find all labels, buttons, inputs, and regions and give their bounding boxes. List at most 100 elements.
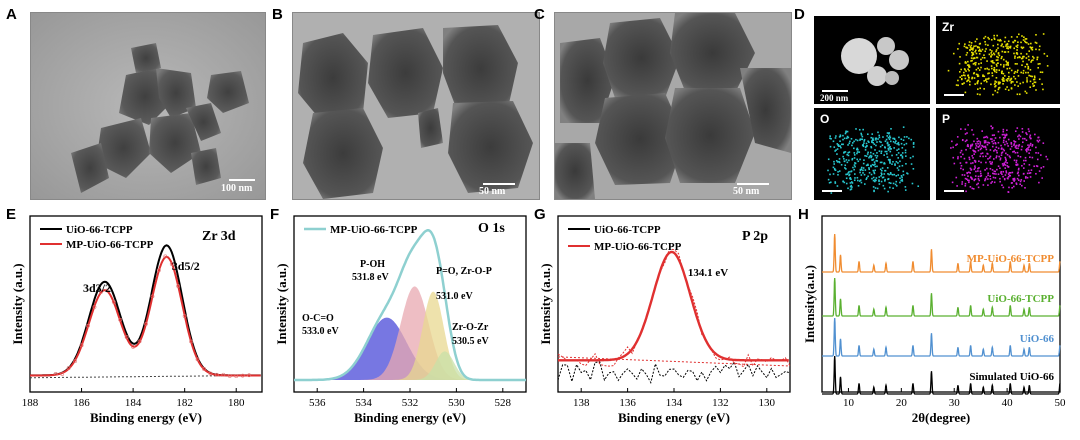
eds-dot bbox=[1023, 55, 1025, 58]
eds-dot bbox=[967, 124, 969, 126]
eds-dot bbox=[870, 145, 872, 148]
eds-dot bbox=[1028, 74, 1030, 77]
eds-dot bbox=[875, 137, 878, 140]
eds-dot bbox=[847, 187, 849, 190]
eds-dot bbox=[990, 65, 993, 67]
eds-dot bbox=[983, 88, 985, 90]
eds-dot bbox=[889, 146, 891, 148]
scale-bar-zr bbox=[944, 94, 964, 96]
x-tick-label: 134 bbox=[666, 397, 683, 409]
eds-dot bbox=[965, 178, 968, 180]
eds-dot bbox=[834, 150, 836, 152]
eds-dot bbox=[855, 138, 857, 141]
eds-dot bbox=[1002, 148, 1005, 151]
eds-dot bbox=[1010, 69, 1013, 72]
eds-dot bbox=[838, 158, 841, 160]
eds-dot bbox=[1009, 148, 1012, 150]
eds-dot bbox=[897, 148, 900, 150]
eds-dot bbox=[1002, 141, 1005, 144]
eds-dot bbox=[998, 54, 1001, 57]
eds-dot bbox=[1035, 165, 1038, 167]
eds-dot bbox=[889, 140, 892, 143]
eds-dot bbox=[998, 39, 1001, 42]
eds-dot bbox=[1015, 147, 1018, 149]
eds-dot bbox=[1032, 78, 1035, 81]
eds-dot bbox=[1002, 186, 1005, 189]
eds-dot bbox=[984, 140, 987, 142]
eds-dot bbox=[839, 145, 842, 147]
eds-dot bbox=[972, 63, 975, 65]
eds-dot bbox=[1024, 65, 1027, 68]
eds-dot bbox=[1035, 152, 1037, 154]
eds-dot bbox=[880, 169, 883, 172]
eds-dot bbox=[849, 140, 851, 143]
eds-map-p-label: P bbox=[942, 112, 951, 126]
eds-dot bbox=[961, 174, 964, 176]
eds-dot bbox=[867, 164, 869, 166]
eds-dot bbox=[1004, 36, 1007, 39]
eds-dot bbox=[1023, 172, 1025, 175]
eds-dot bbox=[830, 137, 832, 140]
panel-letter-b: B bbox=[272, 6, 283, 23]
eds-dot bbox=[1015, 183, 1018, 186]
eds-dot bbox=[1021, 164, 1023, 167]
eds-dot bbox=[863, 183, 866, 185]
eds-dot bbox=[1020, 57, 1023, 60]
eds-dot bbox=[873, 164, 875, 166]
eds-dot bbox=[1016, 36, 1018, 38]
eds-dot bbox=[969, 80, 971, 83]
eds-dot bbox=[966, 51, 969, 54]
eds-dot bbox=[1021, 131, 1024, 133]
eds-dot bbox=[974, 175, 977, 177]
eds-dot bbox=[897, 141, 900, 144]
eds-dot bbox=[870, 146, 873, 149]
eds-dot bbox=[846, 137, 848, 140]
eds-dot bbox=[978, 50, 980, 52]
eds-dot bbox=[961, 139, 964, 142]
eds-dot bbox=[1020, 179, 1023, 181]
eds-dot bbox=[1025, 53, 1028, 55]
eds-dot bbox=[860, 132, 862, 135]
eds-dot bbox=[844, 151, 847, 153]
eds-dot bbox=[1028, 163, 1031, 166]
eds-dot bbox=[977, 80, 979, 82]
eds-dot bbox=[873, 143, 876, 146]
eds-dot bbox=[1002, 72, 1005, 75]
eds-dot bbox=[887, 144, 889, 147]
eds-dot bbox=[959, 162, 962, 164]
eds-dot bbox=[999, 38, 1002, 41]
eds-dot bbox=[878, 150, 881, 152]
eds-dot bbox=[987, 141, 989, 144]
eds-dot bbox=[964, 184, 967, 187]
eds-dot bbox=[1032, 82, 1034, 85]
data-point bbox=[176, 284, 181, 289]
eds-dot bbox=[842, 134, 844, 137]
eds-dot bbox=[990, 83, 992, 86]
eds-dot bbox=[957, 79, 959, 82]
eds-dot bbox=[897, 157, 900, 159]
eds-dot bbox=[1017, 167, 1020, 170]
eds-dot bbox=[992, 44, 995, 47]
eds-dot bbox=[998, 82, 1001, 85]
eds-dot bbox=[957, 84, 959, 87]
eds-dot bbox=[886, 132, 889, 134]
eds-dot bbox=[972, 133, 975, 136]
eds-dot bbox=[1015, 159, 1018, 162]
eds-dot bbox=[969, 147, 972, 150]
eds-dot bbox=[871, 140, 873, 142]
eds-dot bbox=[974, 63, 977, 66]
eds-dot bbox=[970, 42, 973, 44]
eds-dot bbox=[976, 38, 978, 40]
eds-dot bbox=[849, 182, 852, 184]
eds-dot bbox=[957, 156, 959, 158]
eds-dot bbox=[1031, 48, 1034, 51]
eds-dot bbox=[968, 179, 970, 182]
eds-dot bbox=[968, 156, 971, 159]
eds-dot bbox=[995, 69, 998, 71]
eds-dot bbox=[1010, 36, 1013, 38]
eds-dot bbox=[984, 146, 987, 149]
eds-dot bbox=[896, 149, 898, 151]
eds-dot bbox=[1038, 181, 1040, 184]
eds-dot bbox=[965, 54, 968, 56]
eds-dot bbox=[892, 137, 894, 140]
